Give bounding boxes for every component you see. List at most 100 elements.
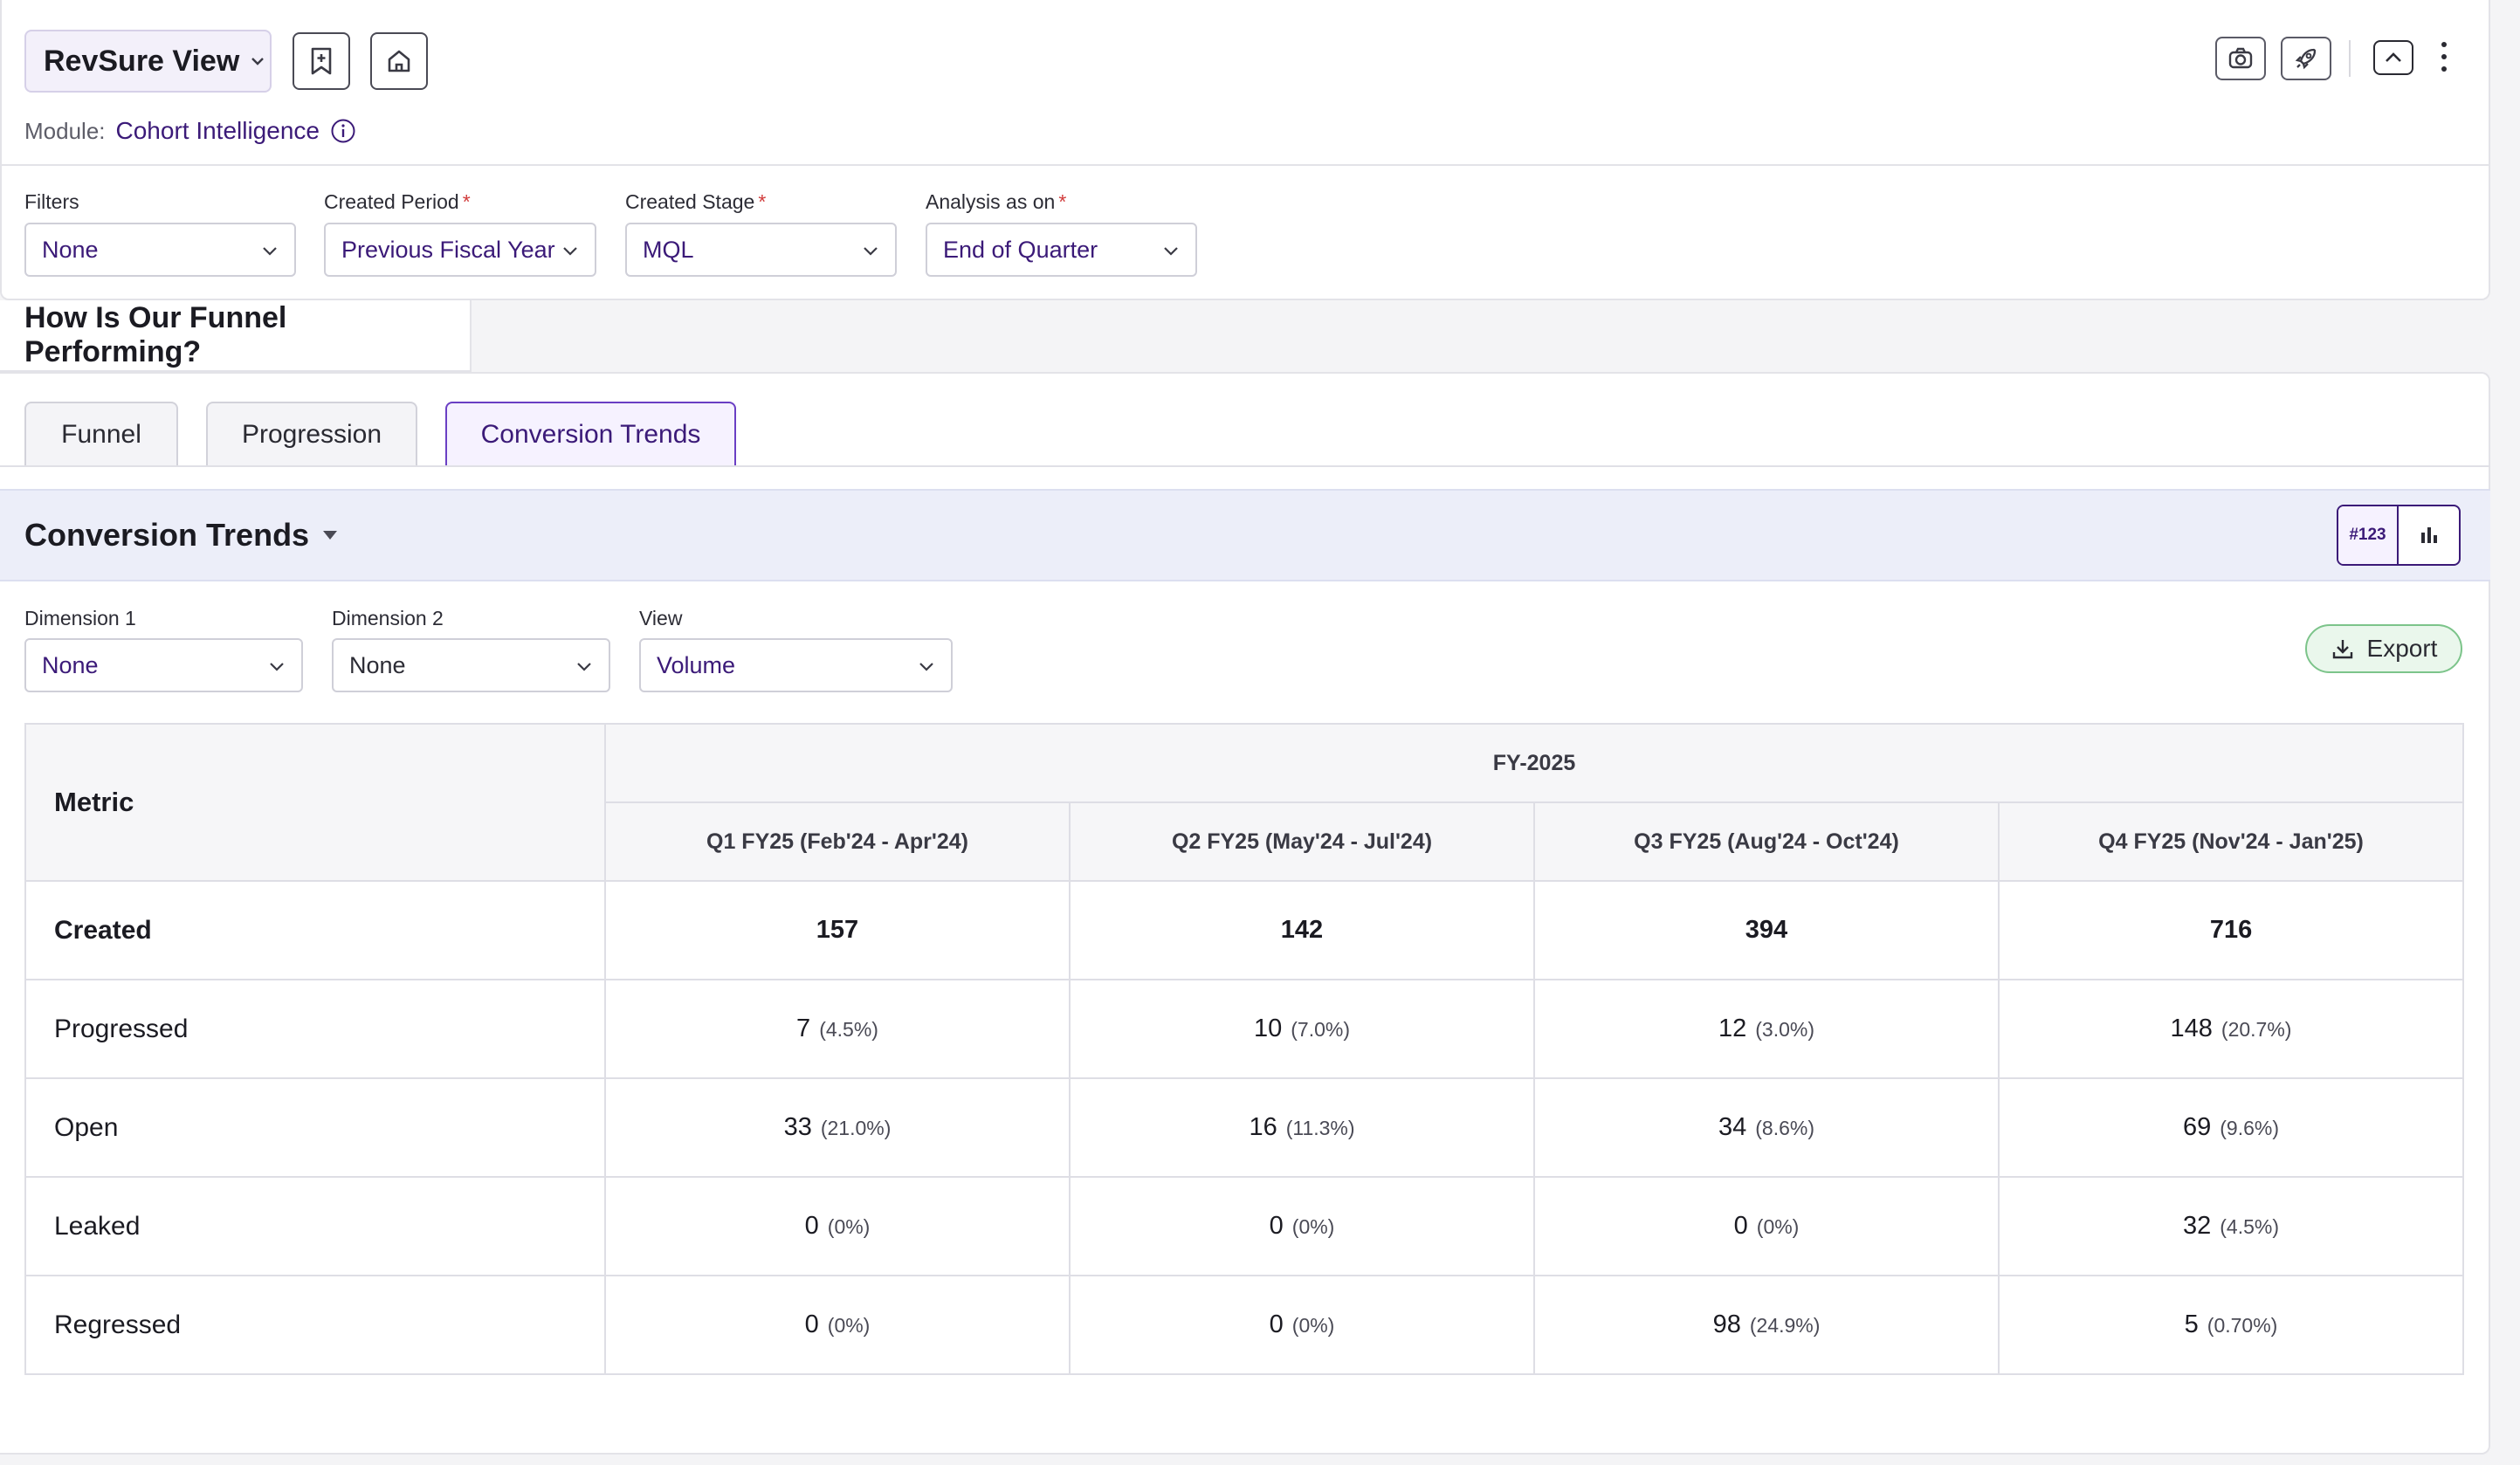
more-vertical-icon (2441, 42, 2447, 72)
table-cell: 16 (11.3%) (1069, 1077, 1535, 1178)
view-selector-button[interactable]: RevSure View (24, 30, 272, 93)
table-cell: 0 (0%) (604, 1176, 1071, 1276)
metric-name: Leaked (24, 1176, 606, 1276)
table-cell: 5 (0.70%) (1997, 1275, 2465, 1375)
bookmark-button[interactable] (293, 32, 350, 90)
trends-title-toggle[interactable]: Conversion Trends (24, 517, 339, 554)
conversion-trends-table: Metric FY-2025 Q1 FY25 (Feb'24 - Apr'24)… (24, 723, 2465, 1375)
section-title: How Is Our Funnel Performing? (24, 301, 287, 368)
table-cell: 33 (21.0%) (604, 1077, 1071, 1178)
table-cell: 0 (0%) (1533, 1176, 2000, 1276)
export-label: Export (2366, 635, 2438, 662)
tab-conversion-trends[interactable]: Conversion Trends (445, 402, 736, 466)
table-cell: 7 (4.5%) (604, 979, 1071, 1079)
analysis-value: End of Quarter (943, 236, 1098, 263)
table-cell: 98 (24.9%) (1533, 1275, 2000, 1375)
tabs-divider (0, 465, 2490, 467)
created-stage-select[interactable]: MQL (625, 223, 897, 277)
dimension2-label: Dimension 2 (332, 607, 444, 629)
view-title: RevSure View (44, 44, 240, 78)
chevron-up-icon (2386, 52, 2401, 62)
chevron-down-icon (563, 247, 577, 256)
download-icon (2332, 640, 2352, 659)
metric-name: Progressed (24, 979, 606, 1079)
chevron-down-icon (251, 58, 265, 65)
filters-label: Filters (24, 190, 79, 213)
chevron-down-icon (263, 247, 277, 256)
chevron-down-icon (270, 663, 284, 671)
metric-name: Regressed (24, 1275, 606, 1375)
bar-chart-icon (2420, 527, 2437, 543)
header-divider (0, 164, 2490, 166)
table-row-created: Created 157 142 394 716 (24, 880, 2465, 980)
tab-funnel[interactable]: Funnel (24, 402, 178, 466)
home-button[interactable] (370, 32, 428, 90)
table-cell: 0 (0%) (604, 1275, 1071, 1375)
chevron-down-icon (1164, 247, 1178, 256)
chevron-down-icon (919, 663, 933, 671)
dimension1-select[interactable]: None (24, 638, 303, 692)
camera-icon (2228, 47, 2253, 69)
section-title-tab: How Is Our Funnel Performing? (0, 300, 472, 372)
chevron-down-icon (577, 663, 591, 671)
bookmark-plus-icon (311, 47, 332, 75)
info-icon[interactable] (330, 118, 356, 144)
chart-view-button[interactable] (2399, 506, 2459, 564)
analysis-label: Analysis as on * (926, 190, 1067, 213)
export-button[interactable]: Export (2305, 624, 2462, 673)
created-period-select[interactable]: Previous Fiscal Year (324, 223, 596, 277)
dimension1-value: None (42, 651, 99, 678)
filters-select[interactable]: None (24, 223, 296, 277)
quarter-column-header: Q2 FY25 (May'24 - Jul'24) (1069, 801, 1535, 882)
table-row-progressed: Progressed 7 (4.5%) 10 (7.0%) 12 (3.0%) 148… (24, 979, 2465, 1079)
table-cell: 0 (0%) (1069, 1176, 1535, 1276)
view-select[interactable]: Volume (639, 638, 953, 692)
module-label: Module: (24, 117, 106, 144)
view-mode-toggle: #123 (2337, 505, 2461, 566)
view-label: View (639, 607, 683, 629)
launch-button[interactable] (2281, 37, 2331, 80)
metric-column-header: Metric (24, 723, 606, 882)
dimension1-label: Dimension 1 (24, 607, 136, 629)
trends-header-band (0, 489, 2490, 581)
created-period-value: Previous Fiscal Year (341, 236, 555, 263)
screenshot-button[interactable] (2215, 37, 2266, 80)
toolbar-divider (2349, 40, 2351, 77)
module-line: Module: Cohort Intelligence (24, 117, 356, 145)
collapse-button[interactable] (2373, 40, 2413, 75)
quarter-column-header: Q3 FY25 (Aug'24 - Oct'24) (1533, 801, 2000, 882)
table-cell: 12 (3.0%) (1533, 979, 2000, 1079)
quarter-column-header: Q4 FY25 (Nov'24 - Jan'25) (1997, 801, 2465, 882)
table-cell: 32 (4.5%) (1997, 1176, 2465, 1276)
table-row-leaked: Leaked 0 (0%) 0 (0%) 0 (0%) 32 (4.5%) (24, 1176, 2465, 1276)
table-cell: 157 (604, 880, 1071, 980)
caret-down-icon (323, 531, 338, 540)
trends-title: Conversion Trends (24, 517, 310, 553)
table-cell: 0 (0%) (1069, 1275, 1535, 1375)
analysis-select[interactable]: End of Quarter (926, 223, 1197, 277)
table-cell: 716 (1997, 880, 2465, 980)
metric-name: Created (24, 880, 606, 980)
table-cell: 142 (1069, 880, 1535, 980)
created-stage-value: MQL (643, 236, 694, 263)
view-value: Volume (657, 651, 736, 678)
more-menu-button[interactable] (2431, 38, 2457, 77)
dimension2-select[interactable]: None (332, 638, 610, 692)
filters-value: None (42, 236, 99, 263)
metric-name: Open (24, 1077, 606, 1178)
table-cell: 34 (8.6%) (1533, 1077, 2000, 1178)
created-period-label: Created Period * (324, 190, 471, 213)
table-cell: 69 (9.6%) (1997, 1077, 2465, 1178)
rocket-icon (2295, 48, 2317, 70)
chevron-down-icon (864, 247, 878, 256)
number-view-button[interactable]: #123 (2338, 506, 2400, 564)
module-value[interactable]: Cohort Intelligence (115, 117, 320, 144)
quarter-column-header: Q1 FY25 (Feb'24 - Apr'24) (604, 801, 1071, 882)
table-cell: 394 (1533, 880, 2000, 980)
table-row-open: Open 33 (21.0%) 16 (11.3%) 34 (8.6%) 69 (9.6… (24, 1077, 2465, 1178)
created-stage-label: Created Stage * (625, 190, 767, 213)
tab-progression[interactable]: Progression (206, 402, 417, 466)
home-icon (388, 50, 410, 72)
table-cell: 10 (7.0%) (1069, 979, 1535, 1079)
dimension2-value: None (349, 651, 406, 678)
